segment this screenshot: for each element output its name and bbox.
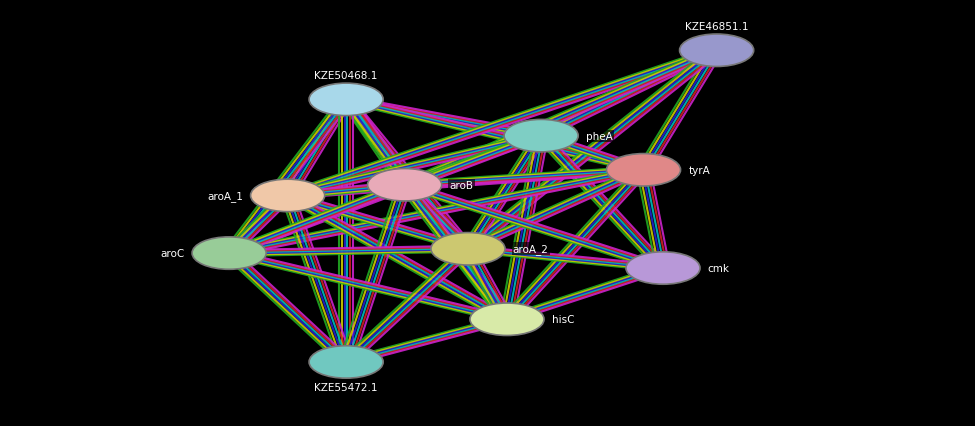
Circle shape [431,233,505,265]
Circle shape [251,180,325,212]
Circle shape [470,303,544,336]
Text: aroB: aroB [449,180,474,190]
Circle shape [680,35,754,67]
Circle shape [192,237,266,270]
Circle shape [368,169,442,201]
Circle shape [309,84,383,116]
Text: KZE46851.1: KZE46851.1 [684,22,749,32]
Text: aroA_2: aroA_2 [513,244,549,255]
Text: aroC: aroC [160,248,184,259]
Text: hisC: hisC [552,314,574,325]
Text: pheA: pheA [586,131,612,141]
Circle shape [504,120,578,153]
Text: cmk: cmk [708,263,730,273]
Text: KZE50468.1: KZE50468.1 [314,71,378,81]
Circle shape [606,154,681,187]
Text: tyrA: tyrA [688,165,710,176]
Circle shape [309,346,383,378]
Text: aroA_1: aroA_1 [207,190,243,201]
Text: KZE55472.1: KZE55472.1 [314,382,378,391]
Circle shape [626,252,700,285]
